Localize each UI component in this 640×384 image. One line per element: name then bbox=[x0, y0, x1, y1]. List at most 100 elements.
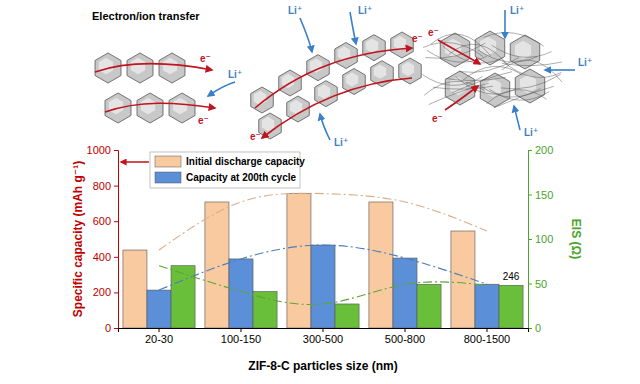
bar bbox=[229, 259, 253, 328]
tick-mark bbox=[114, 328, 118, 329]
arrow bbox=[262, 78, 412, 138]
bar bbox=[417, 284, 441, 328]
diagram-label: e⁻ bbox=[200, 53, 211, 64]
diagram-label: e⁻ bbox=[428, 27, 439, 38]
fibre bbox=[501, 74, 561, 89]
annotation: 246 bbox=[503, 271, 520, 282]
fibre bbox=[462, 66, 522, 80]
y2-axis-title: EIS (Ω) bbox=[569, 219, 583, 259]
axis: 050100150200 bbox=[528, 144, 553, 334]
diagram-label: Li⁺ bbox=[578, 57, 592, 68]
arrow bbox=[514, 106, 520, 130]
particle bbox=[137, 93, 163, 123]
tick-label: 100-150 bbox=[221, 333, 261, 345]
particle bbox=[475, 31, 504, 65]
legend-label: Capacity at 200th cycle bbox=[186, 172, 296, 183]
axis: 20-30100-150300-500500-800800-1500 bbox=[119, 328, 529, 345]
bar bbox=[393, 258, 417, 328]
particle bbox=[515, 69, 544, 103]
particle bbox=[399, 58, 422, 84]
tick: 600 bbox=[93, 215, 118, 227]
panel: Li⁺Li⁺e⁻e⁻Li⁺ bbox=[250, 5, 423, 148]
tick: 1000 bbox=[87, 144, 118, 156]
panel: e⁻ Li⁺ Li⁺ e⁻ Li⁺ bbox=[422, 5, 592, 138]
series bbox=[147, 245, 499, 328]
tick-mark bbox=[114, 292, 118, 293]
bar bbox=[171, 266, 195, 328]
arrow bbox=[350, 12, 356, 44]
x-axis-title: ZIF-8-C particles size (nm) bbox=[248, 359, 397, 373]
legend-swatch bbox=[155, 172, 181, 183]
diagram-label: Li⁺ bbox=[524, 127, 538, 138]
tick-mark bbox=[528, 195, 532, 196]
tick: 0 bbox=[528, 322, 541, 334]
tick-label: 0 bbox=[105, 322, 111, 334]
tick: 300-500 bbox=[303, 328, 343, 345]
tick: 100-150 bbox=[221, 328, 261, 345]
diagram-label: Li⁺ bbox=[510, 5, 524, 16]
diagram-label: e⁻ bbox=[432, 113, 443, 124]
bar bbox=[253, 292, 277, 328]
tick-label: 400 bbox=[93, 251, 111, 263]
particle-face bbox=[109, 98, 123, 115]
tick-mark bbox=[114, 221, 118, 222]
particle-face bbox=[131, 58, 145, 75]
diagram-label: e⁻ bbox=[412, 33, 423, 44]
particle-face bbox=[141, 98, 155, 115]
axis-line bbox=[114, 151, 119, 329]
diagram: Electron/ion transfer e⁻ e⁻ Li⁺ Li⁺ Li⁺ e⁻ e⁻ Li… bbox=[92, 5, 592, 148]
legend: Initial discharge capacity Capacity at 20… bbox=[121, 152, 305, 188]
particle-face bbox=[262, 117, 274, 131]
diagram-title: Electron/ion transfer bbox=[92, 10, 200, 22]
fibre bbox=[422, 75, 482, 86]
particle bbox=[169, 93, 195, 123]
particle bbox=[391, 32, 414, 58]
diagram-label: Li⁺ bbox=[334, 137, 348, 148]
tick-mark bbox=[405, 328, 406, 332]
tick: 50 bbox=[528, 278, 547, 290]
tick-label: 200 bbox=[93, 286, 111, 298]
bar bbox=[287, 194, 311, 328]
particle-face bbox=[366, 39, 378, 53]
fibre bbox=[433, 86, 493, 89]
bar bbox=[475, 284, 499, 328]
series bbox=[171, 266, 523, 328]
particle-face bbox=[346, 72, 358, 86]
arrow bbox=[438, 40, 480, 64]
legend-label: Initial discharge capacity bbox=[186, 156, 305, 167]
legend-arrow bbox=[121, 161, 149, 162]
legend-swatch bbox=[155, 156, 181, 167]
arrow bbox=[545, 69, 575, 71]
tick-mark bbox=[528, 150, 532, 151]
fibre bbox=[452, 72, 512, 93]
diagram-label: Li⁺ bbox=[288, 5, 302, 16]
tick-label: 0 bbox=[535, 322, 541, 334]
particle bbox=[510, 35, 539, 69]
particle-face bbox=[402, 62, 414, 76]
particle-face bbox=[173, 98, 187, 115]
bar bbox=[147, 290, 171, 328]
tick-label: 600 bbox=[93, 215, 111, 227]
axis: 0 200 400 600 800 1000 bbox=[87, 144, 119, 334]
tick: 800 bbox=[93, 180, 118, 192]
fibre bbox=[459, 57, 519, 72]
bar bbox=[311, 245, 335, 328]
diagram-label: e⁻ bbox=[250, 131, 261, 142]
bar bbox=[205, 202, 229, 328]
bar bbox=[451, 231, 475, 328]
y-axis-title: Specific capacity (mAh g⁻¹) bbox=[71, 161, 85, 317]
trend-line bbox=[159, 245, 487, 290]
particle bbox=[127, 53, 153, 83]
arrow bbox=[320, 114, 330, 140]
particle bbox=[335, 43, 358, 69]
particle bbox=[480, 73, 509, 107]
tick-mark bbox=[114, 257, 118, 258]
tick-mark bbox=[159, 328, 160, 332]
tick-label: 1000 bbox=[87, 144, 111, 156]
particle-face bbox=[99, 58, 113, 75]
tick-label: 200 bbox=[535, 144, 553, 156]
bar bbox=[123, 250, 147, 328]
tick-label: 800-1500 bbox=[464, 333, 511, 345]
arrow bbox=[208, 82, 235, 96]
fibre bbox=[494, 86, 554, 107]
